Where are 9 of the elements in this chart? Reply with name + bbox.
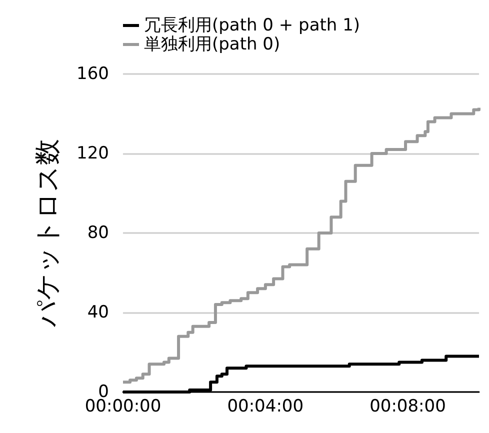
y-tick-label: 80 — [87, 223, 109, 243]
x-tick-label: 00:04:00 — [227, 396, 304, 416]
y-tick-label: 120 — [76, 144, 109, 164]
legend-label: 冗長利用(path 0 + path 1) — [144, 16, 360, 36]
y-axis-title: パケットロス数 — [33, 139, 63, 328]
y-tick-label: 40 — [87, 302, 109, 322]
x-tick-label: 00:08:00 — [370, 396, 446, 416]
y-tick-label: 160 — [76, 64, 109, 84]
legend-label: 単独利用(path 0) — [144, 34, 280, 54]
